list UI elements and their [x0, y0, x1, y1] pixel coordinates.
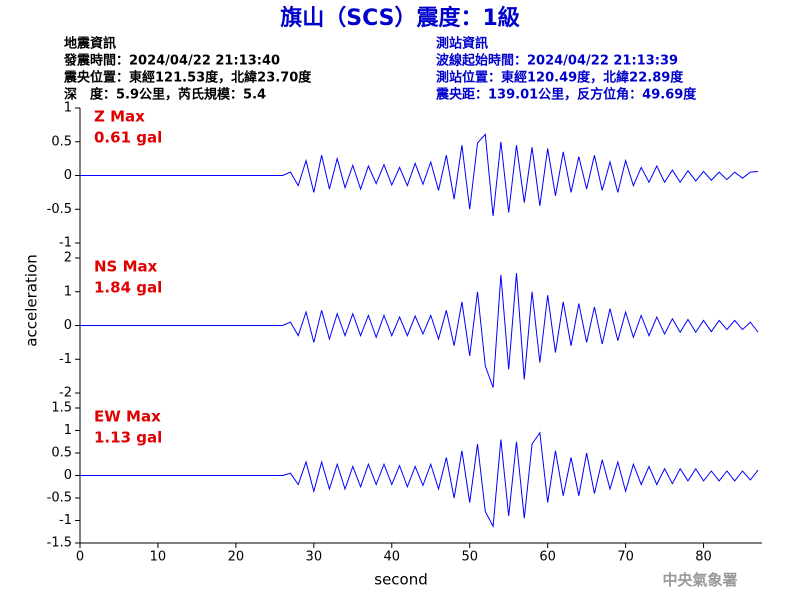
y-tick-label: 2: [64, 251, 72, 266]
max-annotation: 1.13 gal: [94, 429, 162, 447]
y-tick-label: 1: [64, 423, 72, 438]
max-annotation: NS Max: [94, 258, 158, 276]
event-info-line: 深 度：5.9公里，芮氏規模：5.4: [64, 87, 266, 103]
x-tick-label: 40: [383, 550, 400, 565]
max-annotation: Z Max: [94, 108, 145, 126]
x-tick-label: 60: [539, 550, 556, 565]
x-tick-label: 20: [228, 550, 245, 565]
x-tick-label: 30: [306, 550, 323, 565]
event-info-line: 地震資訊: [64, 36, 116, 52]
y-tick-label: 0.5: [51, 134, 72, 149]
y-tick-label: 1: [64, 284, 72, 299]
y-tick-label: -1.5: [47, 536, 72, 551]
y-tick-label: 0: [64, 468, 72, 483]
waveform: [80, 273, 759, 388]
y-tick-label: -0.5: [47, 491, 72, 506]
y-tick-label: 0: [64, 318, 72, 333]
y-tick-label: -1: [59, 352, 72, 367]
waveform: [80, 133, 759, 217]
x-tick-label: 70: [617, 550, 634, 565]
footer-agency: 中央氣象署: [662, 571, 737, 589]
x-tick-label: 10: [150, 550, 167, 565]
max-annotation: EW Max: [94, 408, 161, 426]
x-tick-label: 50: [461, 550, 478, 565]
x-tick-label: 0: [76, 550, 84, 565]
station-info-line: 測站資訊: [436, 36, 488, 52]
y-tick-label: -0.5: [47, 202, 72, 217]
station-info-line: 測站位置：東經120.49度，北緯22.89度: [436, 70, 684, 86]
y-tick-label: 0.5: [51, 446, 72, 461]
max-annotation: 1.84 gal: [94, 279, 162, 297]
x-axis-label: second: [374, 571, 428, 589]
y-tick-label: 1: [64, 101, 72, 116]
y-tick-label: 0: [64, 168, 72, 183]
station-info-line: 波線起始時間：2024/04/22 21:13:39: [436, 53, 678, 69]
event-info-line: 震央位置：東經121.53度，北緯23.70度: [63, 70, 312, 86]
max-annotation: 0.61 gal: [94, 129, 162, 147]
y-axis-label: acceleration: [23, 254, 41, 346]
waveform: [80, 431, 759, 529]
y-tick-label: 1.5: [51, 401, 72, 416]
x-tick-label: 80: [695, 550, 712, 565]
page-title: 旗山（SCS）震度：1級: [280, 5, 520, 31]
station-info-line: 震央距：139.01公里，反方位角：49.69度: [435, 87, 697, 103]
y-tick-label: -2: [59, 386, 72, 401]
y-tick-label: -1: [59, 236, 72, 251]
event-info-line: 發震時間：2024/04/22 21:13:40: [63, 53, 280, 69]
y-tick-label: -1: [59, 513, 72, 528]
